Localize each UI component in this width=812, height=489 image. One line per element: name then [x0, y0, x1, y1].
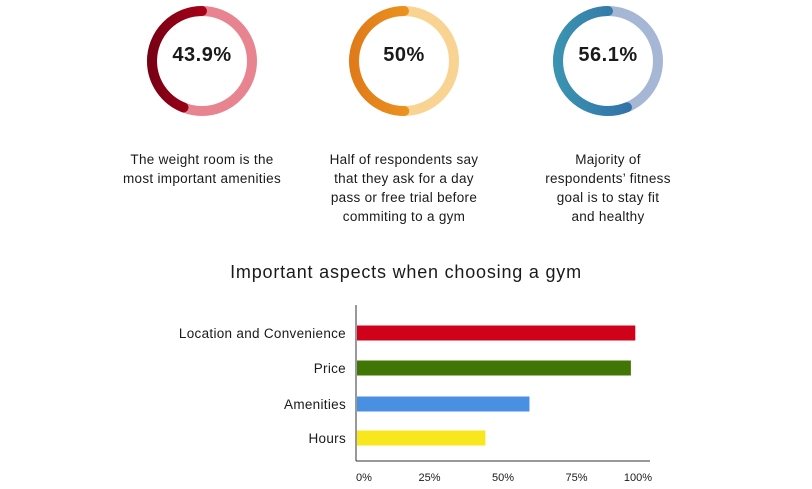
donut-value: 56.1%	[578, 44, 638, 66]
x-tick-label: 75%	[565, 472, 587, 484]
category-label: Hours	[308, 431, 346, 446]
donut-value-arc	[553, 6, 663, 116]
donut-caption: The weight room is the most important am…	[122, 152, 281, 186]
donut-day-pass: 50% Half of respondents say that they as…	[314, 0, 494, 226]
bar	[357, 396, 530, 412]
category-label: Price	[314, 361, 346, 376]
donut-value: 43.9%	[172, 44, 232, 66]
donut-ring	[147, 6, 257, 116]
x-tick-label: 100%	[624, 472, 652, 484]
bar	[357, 430, 486, 446]
donut-caption: Majority of respondents’ fitness goal is…	[545, 152, 671, 224]
donut-value-arc	[147, 6, 257, 116]
x-tick-label: 50%	[492, 472, 514, 484]
x-tick-label: 0%	[356, 472, 372, 484]
donut-value: 50%	[383, 44, 425, 66]
category-label: Location and Convenience	[179, 326, 346, 341]
donut-value-arc	[349, 6, 459, 116]
donut-caption: Half of respondents say that they ask fo…	[329, 152, 479, 224]
bar	[357, 325, 636, 341]
bar	[357, 360, 631, 376]
donut-ring	[553, 6, 663, 116]
bar-chart-title: Important aspects when choosing a gym	[230, 262, 582, 282]
category-label: Amenities	[284, 397, 346, 412]
x-tick-label: 25%	[418, 472, 440, 484]
donut-ring	[349, 6, 459, 116]
donut-weight-room: 43.9% The weight room is the most import…	[112, 0, 292, 188]
donut-fitness-goal: 56.1% Majority of respondents’ fitness g…	[518, 0, 698, 226]
